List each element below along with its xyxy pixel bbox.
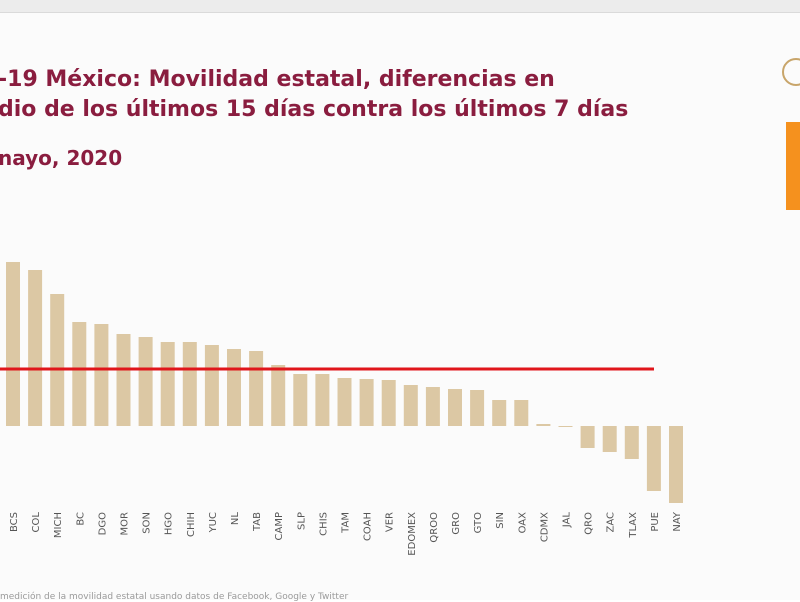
bar-oax <box>514 400 529 426</box>
bar-camp <box>271 365 286 426</box>
bar-bcs <box>6 262 20 426</box>
chart-title-line-1: -19 México: Movilidad estatal, diferenci… <box>0 67 555 92</box>
category-label-son: SON <box>142 512 153 534</box>
category-label-cdmx: CDMX <box>539 512 550 542</box>
bar-sin <box>492 400 507 426</box>
chart-title-line-2: dio de los últimos 15 días contra los úl… <box>0 97 629 122</box>
category-label-zac: ZAC <box>606 512 617 533</box>
category-label-slp: SLP <box>296 512 307 530</box>
category-label-gro: GRO <box>451 512 462 535</box>
bar-dgo <box>94 324 109 426</box>
category-label-gto: GTO <box>473 512 484 534</box>
category-label-bcs: BCS <box>9 512 20 532</box>
bar-nay <box>669 426 683 503</box>
category-label-sin: SIN <box>495 512 506 529</box>
category-label-chih: CHIH <box>186 512 197 537</box>
bar-bc <box>72 322 87 426</box>
government-seal-icon <box>782 58 800 86</box>
category-label-dgo: DGO <box>97 512 108 535</box>
bar-qroo <box>425 387 440 426</box>
category-label-hgo: HGO <box>164 512 175 535</box>
bar-edomex <box>403 385 418 426</box>
bar-chis <box>315 374 330 426</box>
category-label-coah: COAH <box>363 512 374 541</box>
category-label-nl: NL <box>230 512 241 525</box>
bar-pue <box>646 426 661 491</box>
category-label-qro: QRO <box>584 512 595 535</box>
bar-chih <box>182 342 197 426</box>
bar-mich <box>50 294 65 426</box>
source-footnote: medición de la movilidad estatal usando … <box>0 592 349 602</box>
bar-mor <box>116 334 131 426</box>
bar-nl <box>227 349 241 426</box>
category-label-ver: VER <box>385 512 396 532</box>
category-label-tam: TAM <box>341 512 352 534</box>
category-labels-group: BCS COL MICH BC DGO MOR SON HGO CHIH YUC NL TAB CAMP… <box>9 511 683 556</box>
bars-group <box>6 262 683 503</box>
bar-hgo <box>160 342 175 426</box>
bar-tlax <box>624 426 639 459</box>
category-label-oax: OAX <box>517 512 528 534</box>
category-label-pue: PUE <box>650 512 661 532</box>
bar-yuc <box>204 345 219 426</box>
bar-coah <box>359 379 374 426</box>
browser-top-strip <box>0 0 800 13</box>
bar-cdmx <box>536 424 551 426</box>
category-label-chis: CHIS <box>318 512 329 536</box>
bar-tab <box>249 351 264 426</box>
category-label-camp: CAMP <box>274 512 285 540</box>
bar-zac <box>602 426 617 452</box>
category-label-qroo: QROO <box>429 512 440 543</box>
category-label-jal: JAL <box>562 512 573 529</box>
orange-accent-bar <box>786 122 800 210</box>
category-label-nay: NAY <box>672 511 683 532</box>
bar-jal <box>558 426 573 427</box>
chart-title: -19 México: Movilidad estatal, diferenci… <box>0 65 628 125</box>
category-label-tlax: TLAX <box>628 512 639 539</box>
bar-gro <box>448 389 462 426</box>
bar-tam <box>337 378 352 426</box>
bar-slp <box>293 374 308 426</box>
chart-subtitle: nayo, 2020 <box>0 146 123 170</box>
bar-col <box>28 270 43 426</box>
bar-son <box>138 337 153 426</box>
bar-ver <box>381 380 396 426</box>
bar-gto <box>470 390 485 426</box>
category-label-tab: TAB <box>252 512 263 532</box>
category-label-mich: MICH <box>53 512 64 538</box>
category-label-col: COL <box>31 512 42 533</box>
category-label-yuc: YUC <box>208 512 219 533</box>
category-label-edomex: EDOMEX <box>407 512 418 556</box>
category-label-mor: MOR <box>120 512 131 535</box>
category-label-bc: BC <box>75 512 86 526</box>
bar-qro <box>580 426 595 448</box>
